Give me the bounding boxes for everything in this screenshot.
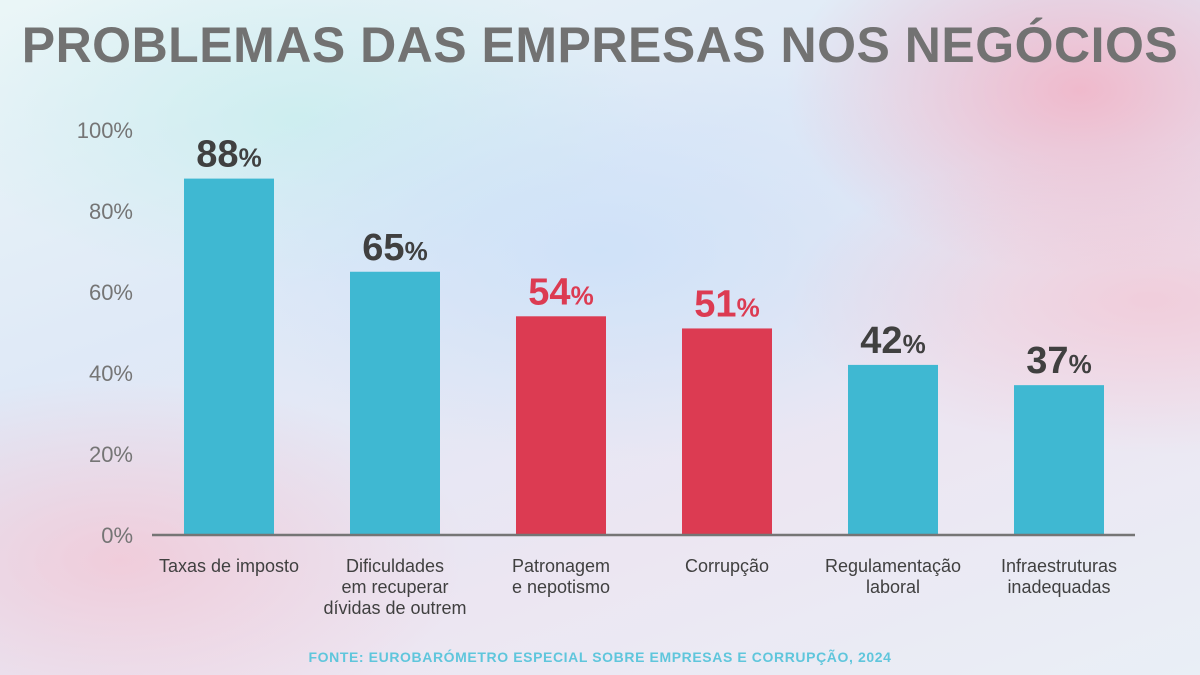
y-tick-label: 100% xyxy=(77,118,133,143)
bar xyxy=(1014,385,1104,535)
category-label: Infraestruturas inadequadas xyxy=(1001,556,1117,597)
y-tick-label: 40% xyxy=(89,361,133,386)
bar xyxy=(350,271,440,535)
y-axis: 0% 20% 40% 60% 80% 100% xyxy=(77,118,133,548)
value-labels-group: 88% 65% 54% 51% 42% 37% xyxy=(196,134,1091,383)
x-axis-labels: Taxas de imposto Dificuldades em recuperar… xyxy=(159,556,1117,618)
bar-value-label: 37% xyxy=(1026,340,1091,382)
category-label: Regulamentação laboral xyxy=(825,556,961,597)
bar-value-label: 42% xyxy=(860,320,925,362)
y-tick-label: 80% xyxy=(89,199,133,224)
category-label: Corrupção xyxy=(685,556,769,576)
category-label: Taxas de imposto xyxy=(159,556,299,576)
bar xyxy=(682,328,772,535)
source-note: FONTE: EUROBARÓMETRO ESPECIAL SOBRE EMPR… xyxy=(308,649,892,665)
bar-value-label: 51% xyxy=(694,283,759,325)
bar-value-label: 88% xyxy=(196,134,261,176)
bar xyxy=(184,178,274,535)
bar-value-label: 65% xyxy=(362,227,427,269)
y-tick-label: 0% xyxy=(101,523,133,548)
bars-group xyxy=(184,178,1104,535)
bar xyxy=(848,364,938,535)
category-label: Dificuldades em recuperar dívidas de outre… xyxy=(323,556,466,618)
chart-title: PROBLEMAS DAS EMPRESAS NOS NEGÓCIOS xyxy=(21,17,1179,73)
y-tick-label: 60% xyxy=(89,280,133,305)
bar xyxy=(516,316,606,535)
y-tick-label: 20% xyxy=(89,442,133,467)
category-label: Patronagem e nepotismo xyxy=(512,556,610,597)
bar-value-label: 54% xyxy=(528,271,593,313)
